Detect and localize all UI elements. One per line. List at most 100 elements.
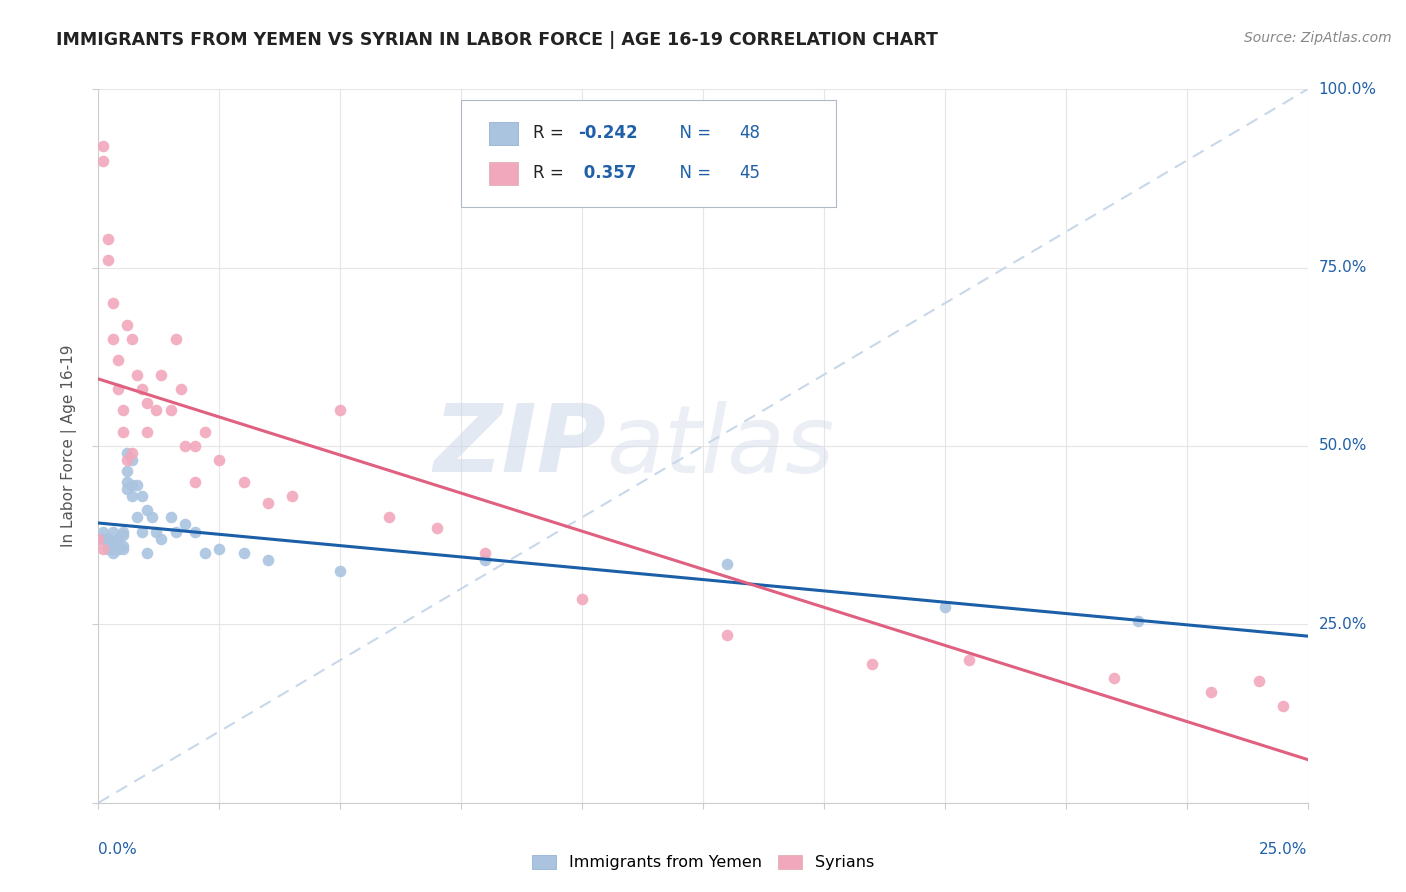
- Point: [101, 542, 124, 557]
- Point: [571, 592, 593, 607]
- Text: Source: ZipAtlas.com: Source: ZipAtlas.com: [1244, 31, 1392, 45]
- Point: [256, 496, 278, 510]
- Point: [145, 403, 167, 417]
- Bar: [489, 122, 517, 145]
- Text: 0.0%: 0.0%: [98, 842, 138, 857]
- Y-axis label: In Labor Force | Age 16-19: In Labor Force | Age 16-19: [60, 344, 77, 548]
- Text: N =: N =: [669, 164, 717, 182]
- Point: [107, 542, 129, 557]
- Point: [165, 524, 187, 539]
- Point: [232, 475, 254, 489]
- Point: [174, 439, 197, 453]
- Point: [194, 425, 217, 439]
- Point: [121, 453, 143, 467]
- Point: [957, 653, 980, 667]
- Point: [91, 542, 114, 557]
- Point: [1199, 685, 1222, 699]
- Text: R =: R =: [533, 125, 568, 143]
- Point: [127, 510, 149, 524]
- FancyBboxPatch shape: [461, 100, 837, 207]
- Point: [184, 524, 207, 539]
- Point: [174, 517, 197, 532]
- Point: [127, 368, 149, 382]
- Point: [97, 532, 120, 546]
- Point: [101, 535, 124, 549]
- Text: ZIP: ZIP: [433, 400, 606, 492]
- Point: [329, 403, 352, 417]
- Point: [117, 446, 139, 460]
- Point: [1249, 674, 1271, 689]
- Point: [111, 403, 134, 417]
- Text: 100.0%: 100.0%: [1319, 82, 1376, 96]
- Point: [135, 425, 157, 439]
- Point: [716, 628, 738, 642]
- Point: [111, 425, 134, 439]
- Point: [1128, 614, 1150, 628]
- Point: [107, 382, 129, 396]
- Point: [107, 539, 129, 553]
- Point: [377, 510, 399, 524]
- Point: [169, 382, 191, 396]
- Point: [208, 453, 231, 467]
- Text: 45: 45: [740, 164, 761, 182]
- Text: 25.0%: 25.0%: [1319, 617, 1367, 632]
- Point: [121, 446, 143, 460]
- Point: [107, 353, 129, 368]
- Point: [111, 528, 134, 542]
- Text: atlas: atlas: [606, 401, 835, 491]
- Point: [97, 232, 120, 246]
- Text: 50.0%: 50.0%: [1319, 439, 1367, 453]
- Text: IMMIGRANTS FROM YEMEN VS SYRIAN IN LABOR FORCE | AGE 16-19 CORRELATION CHART: IMMIGRANTS FROM YEMEN VS SYRIAN IN LABOR…: [56, 31, 938, 49]
- Point: [194, 546, 217, 560]
- Point: [107, 542, 129, 557]
- Point: [97, 535, 120, 549]
- Point: [256, 553, 278, 567]
- Point: [165, 332, 187, 346]
- Point: [111, 542, 134, 557]
- Point: [111, 524, 134, 539]
- Point: [474, 546, 496, 560]
- Point: [135, 396, 157, 410]
- Point: [184, 439, 207, 453]
- Point: [131, 489, 153, 503]
- Point: [135, 503, 157, 517]
- Point: [160, 403, 183, 417]
- Bar: [489, 162, 517, 185]
- Point: [426, 521, 449, 535]
- Point: [716, 557, 738, 571]
- Point: [117, 482, 139, 496]
- Text: -0.242: -0.242: [578, 125, 638, 143]
- Point: [91, 532, 114, 546]
- Point: [121, 332, 143, 346]
- Point: [281, 489, 304, 503]
- Point: [860, 657, 883, 671]
- Point: [97, 542, 120, 557]
- Point: [107, 532, 129, 546]
- Point: [329, 564, 352, 578]
- Point: [101, 296, 124, 310]
- Text: 0.357: 0.357: [578, 164, 637, 182]
- Point: [111, 539, 134, 553]
- Point: [117, 453, 139, 467]
- Legend: Immigrants from Yemen, Syrians: Immigrants from Yemen, Syrians: [526, 848, 880, 877]
- Point: [101, 546, 124, 560]
- Point: [97, 253, 120, 268]
- Point: [145, 524, 167, 539]
- Point: [1272, 699, 1295, 714]
- Text: N =: N =: [669, 125, 717, 143]
- Point: [232, 546, 254, 560]
- Point: [117, 318, 139, 332]
- Text: 48: 48: [740, 125, 761, 143]
- Point: [117, 464, 139, 478]
- Point: [160, 510, 183, 524]
- Point: [91, 153, 114, 168]
- Point: [101, 332, 124, 346]
- Point: [91, 524, 114, 539]
- Point: [131, 524, 153, 539]
- Point: [135, 546, 157, 560]
- Text: 75.0%: 75.0%: [1319, 260, 1367, 275]
- Point: [184, 475, 207, 489]
- Point: [91, 139, 114, 153]
- Point: [117, 475, 139, 489]
- Point: [127, 478, 149, 492]
